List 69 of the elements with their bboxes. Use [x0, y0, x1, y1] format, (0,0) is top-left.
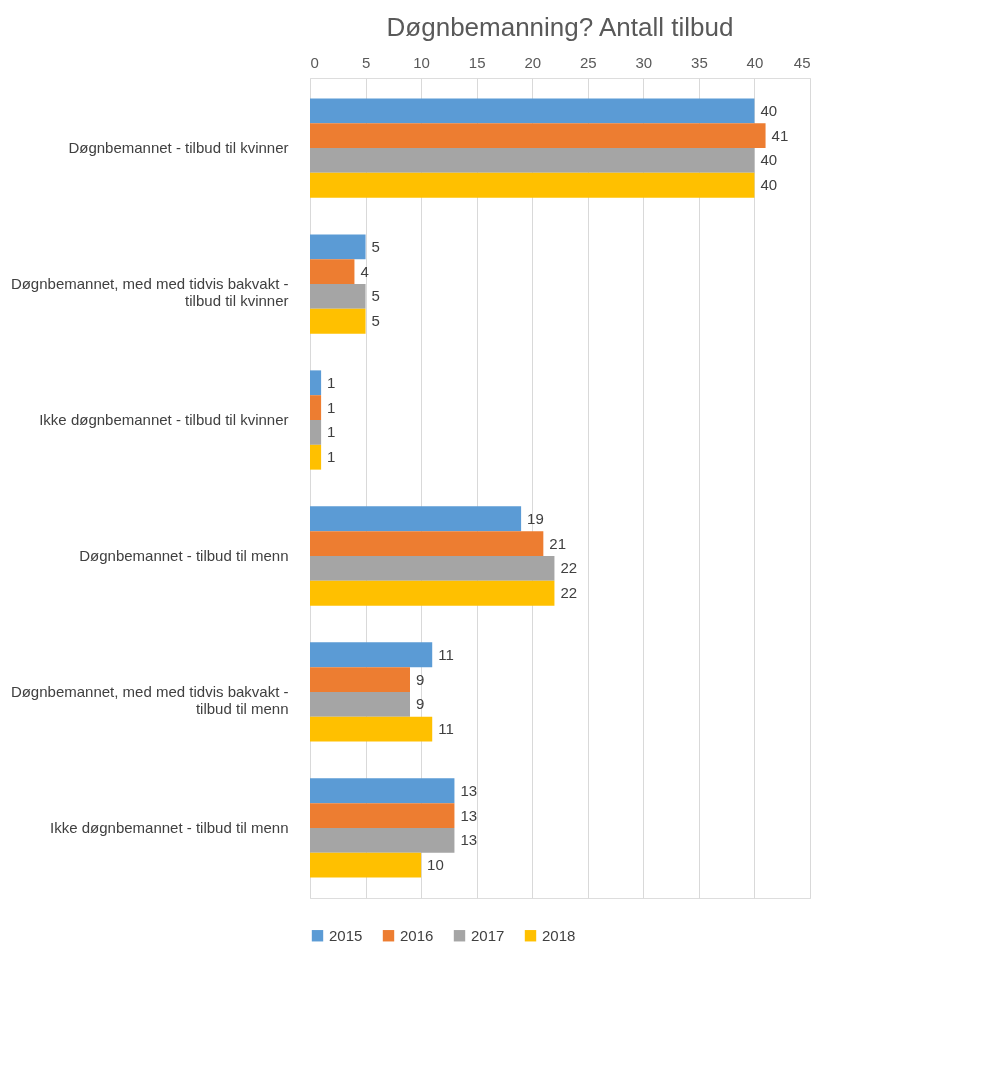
x-tick-label: 25 — [579, 53, 597, 71]
x-tick-label: 35 — [691, 53, 708, 71]
y-tick-label: Døgnbemannet - tilbud til kvinner — [68, 139, 289, 157]
bar — [310, 506, 522, 532]
legend-label: 2017 — [471, 926, 505, 944]
bar — [310, 580, 555, 606]
data-label: 13 — [460, 806, 478, 824]
data-label: 10 — [427, 856, 444, 874]
data-label: 1 — [327, 398, 336, 416]
data-label: 1 — [327, 448, 336, 466]
data-label: 40 — [760, 101, 778, 119]
data-label: 22 — [560, 584, 578, 602]
data-label: 22 — [560, 559, 578, 577]
x-tick-label: 20 — [524, 53, 542, 71]
bar — [310, 123, 766, 149]
data-label: 40 — [760, 176, 778, 194]
data-label: 4 — [360, 262, 369, 280]
y-tick-label: Døgnbemannet - tilbud til menn — [79, 546, 289, 564]
y-tick-label: Ikke døgnbemannet - tilbud til kvinner — [39, 411, 289, 429]
bar — [310, 308, 366, 334]
bar — [310, 716, 433, 742]
bar — [310, 420, 322, 445]
bar — [310, 148, 755, 173]
chart-title: Døgnbemanning? Antall tilbud — [386, 12, 734, 42]
legend-label: 2015 — [329, 926, 363, 944]
data-label: 40 — [760, 151, 778, 169]
x-tick-label: 30 — [635, 53, 653, 71]
bar — [310, 172, 755, 198]
legend-label: 2016 — [400, 926, 434, 944]
bar — [310, 827, 455, 853]
x-tick-label: 10 — [413, 53, 430, 71]
x-tick-label: 5 — [361, 53, 371, 71]
data-label: 5 — [371, 287, 380, 305]
y-tick-label: Døgnbemannet, med med tidvis bakvakt - tilbud til kvinner — [10, 275, 289, 310]
bar — [310, 531, 544, 556]
bar — [310, 284, 366, 309]
data-label: 9 — [416, 670, 425, 688]
y-tick-label: Døgnbemannet, med med tidvis bakvakt - tilbud til menn — [10, 682, 289, 717]
y-tick-label: Ikke døgnbemannet - tilbud til menn — [50, 818, 289, 836]
x-tick-label: 0 — [310, 53, 319, 71]
legend-label: 2018 — [542, 926, 576, 944]
data-label: 5 — [371, 237, 380, 255]
data-label: 13 — [460, 781, 478, 799]
bar — [310, 852, 422, 878]
bar — [310, 691, 410, 717]
bar — [310, 642, 433, 668]
data-label: 13 — [460, 831, 478, 849]
bar — [310, 259, 355, 285]
data-label: 11 — [438, 720, 454, 738]
x-tick-label: 45 — [793, 53, 811, 71]
bar — [310, 444, 322, 470]
bar — [310, 234, 366, 260]
bar — [310, 667, 410, 692]
data-label: 41 — [771, 126, 789, 144]
data-label: 19 — [527, 509, 544, 527]
bar — [310, 803, 455, 828]
data-label: 21 — [549, 534, 567, 552]
bar — [310, 778, 455, 804]
data-label: 1 — [327, 423, 336, 441]
x-tick-label: 15 — [468, 53, 486, 71]
bar — [310, 555, 555, 581]
data-label: 9 — [416, 695, 425, 713]
data-label: 5 — [371, 312, 380, 330]
x-tick-label: 40 — [746, 53, 764, 71]
data-label: 11 — [438, 645, 454, 663]
bar — [310, 370, 322, 396]
data-label: 1 — [327, 373, 336, 391]
bar — [310, 395, 322, 421]
bar — [310, 98, 755, 124]
